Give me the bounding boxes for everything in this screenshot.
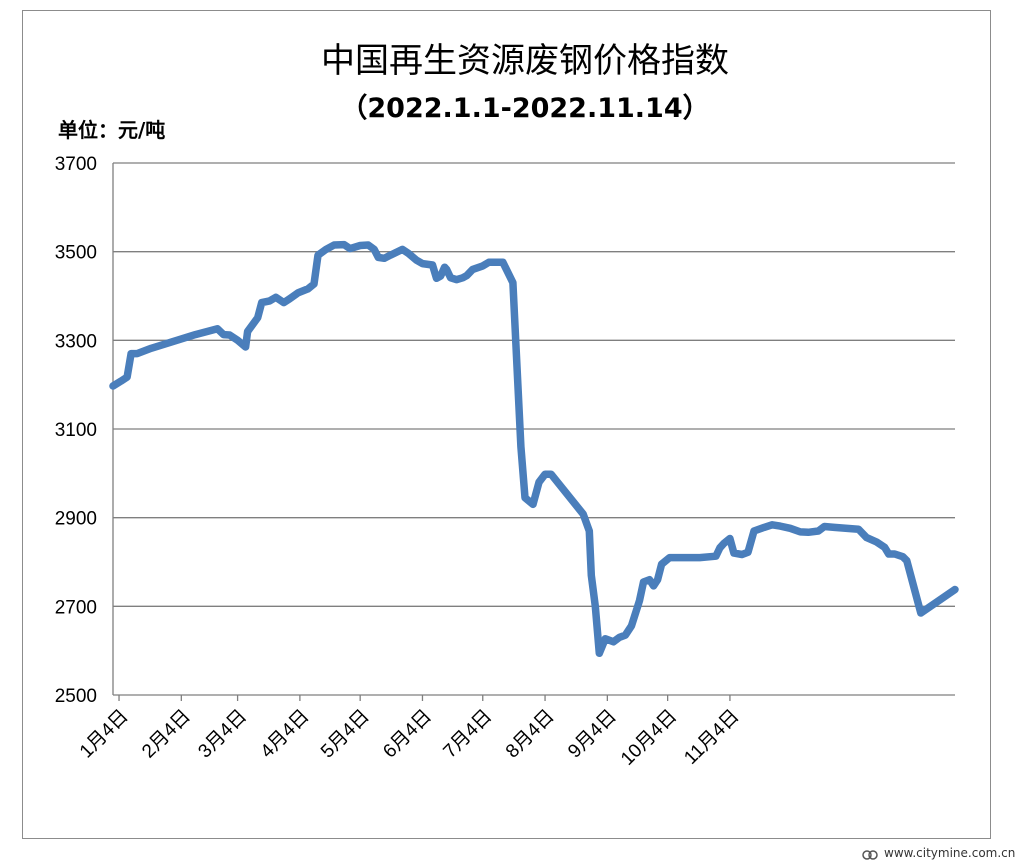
- y-tick-label: 3500: [55, 243, 97, 264]
- watermark: www.citymine.com.cn: [862, 846, 1015, 860]
- x-tick-label: 5月4日: [317, 706, 374, 763]
- x-tick-label: 9月4日: [564, 706, 621, 763]
- y-tick-labels: 2500 2700 2900 3100 3300 3500 3700: [55, 154, 97, 707]
- chart-title: 中国再生资源废钢价格指数: [321, 41, 729, 81]
- y-tick-label: 2900: [55, 509, 97, 530]
- x-tick-label: 7月4日: [440, 706, 497, 763]
- chart-subtitle: （2022.1.1-2022.11.14）: [340, 93, 709, 124]
- axes: [112, 163, 955, 701]
- y-tick-label: 3700: [55, 154, 97, 175]
- x-tick-label: 11月4日: [680, 706, 743, 769]
- x-tick-label: 6月4日: [379, 706, 436, 763]
- series-line-1: [109, 240, 959, 658]
- x-tick-label: 10月4日: [617, 706, 681, 770]
- x-tick-label: 2月4日: [138, 706, 195, 763]
- x-tick-label: 8月4日: [502, 706, 559, 763]
- y-tick-label: 3100: [55, 420, 97, 441]
- y-tick-label: 2700: [55, 597, 97, 618]
- gridlines: [113, 162, 955, 607]
- x-tick-label: 4月4日: [257, 706, 314, 763]
- x-tick-labels: 1月4日 2月4日 3月4日 4月4日 5月4日 6月4日 7月4日 8月4日 9月4日10月4…: [76, 706, 744, 770]
- watermark-text: www.citymine.com.cn: [884, 846, 1016, 860]
- series-line-layer: [109, 240, 959, 658]
- y-tick-label: 2500: [55, 686, 97, 707]
- x-tick-label: 3月4日: [194, 706, 251, 763]
- unit-label: 单位：元/吨: [58, 118, 165, 142]
- chart-frame: [22, 10, 991, 839]
- citymine-logo-icon: [862, 849, 878, 860]
- y-tick-label: 3300: [55, 331, 97, 352]
- x-tick-label: 1月4日: [76, 706, 133, 763]
